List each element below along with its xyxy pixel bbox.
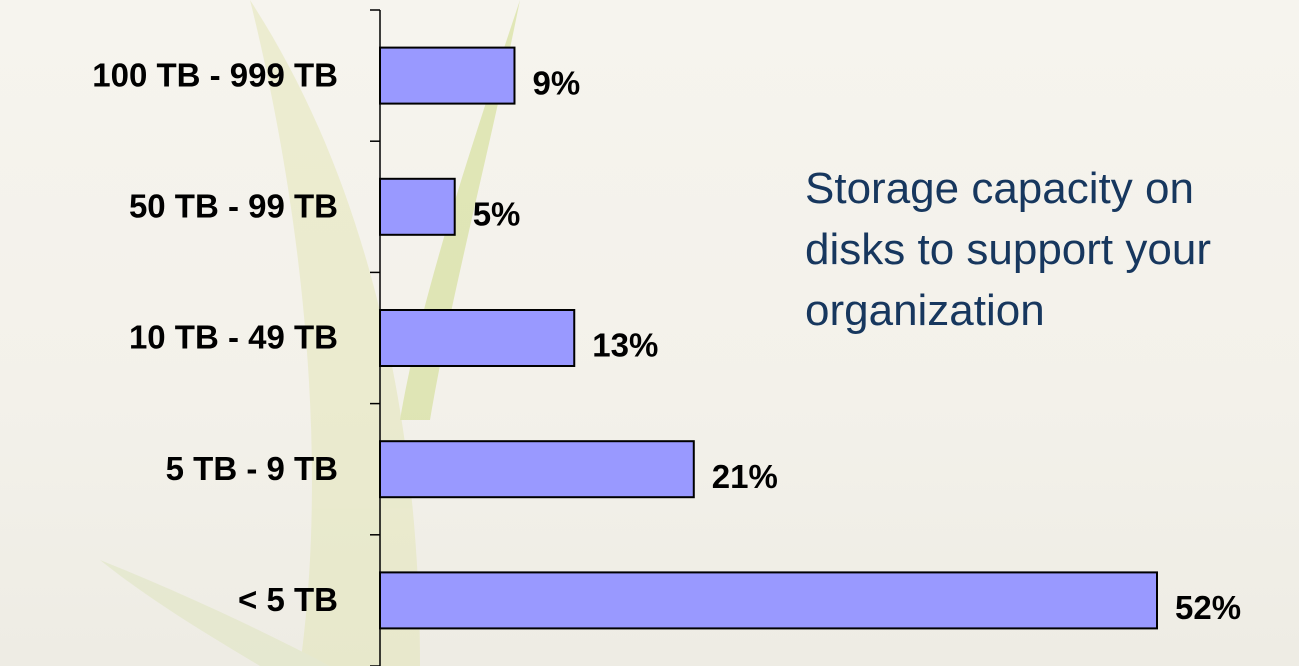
- leaf: [250, 0, 420, 666]
- value-label: 9%: [532, 64, 580, 101]
- chart-title: Storage capacity on disks to support you…: [805, 164, 1211, 335]
- category-label: 10 TB - 49 TB: [129, 319, 338, 356]
- bar: [379, 309, 576, 367]
- bar: [379, 571, 1158, 630]
- value-label: 5%: [473, 196, 521, 233]
- bar: [379, 177, 456, 236]
- category-label: 50 TB - 99 TB: [129, 188, 338, 225]
- bar: [379, 440, 695, 499]
- bar: [379, 46, 516, 105]
- value-label: 52%: [1175, 589, 1241, 626]
- category-label: < 5 TB: [238, 581, 338, 618]
- value-label: 21%: [712, 458, 778, 495]
- value-label: 13%: [592, 327, 658, 364]
- category-label: 100 TB - 999 TB: [92, 56, 338, 93]
- category-label: 5 TB - 9 TB: [166, 450, 338, 487]
- leaf: [100, 560, 330, 666]
